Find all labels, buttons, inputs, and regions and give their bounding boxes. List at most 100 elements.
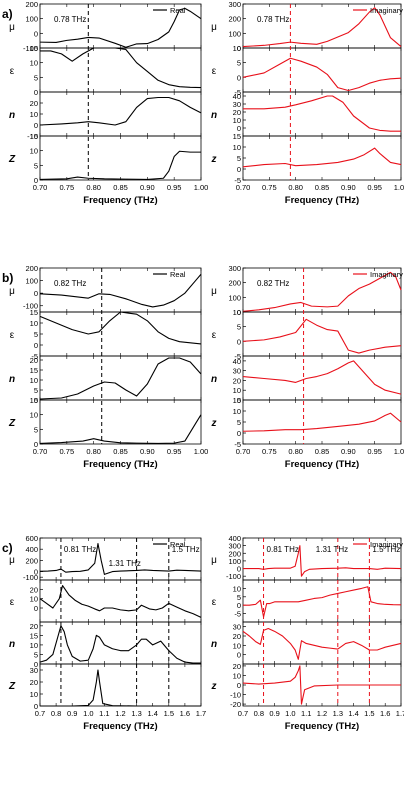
x-tick-label: 0.7: [35, 709, 45, 718]
plot-frame: [39, 135, 202, 181]
y-tick-label: 10: [30, 595, 38, 604]
y-tick-label: 0: [34, 29, 38, 38]
series-line: [39, 7, 202, 48]
y-tick-label: -5: [234, 440, 241, 449]
y-tick-label: 15: [30, 366, 38, 375]
frequency-marker-label: 0.81 THz: [64, 545, 96, 554]
x-tick-label: 1.5: [364, 709, 374, 718]
x-tick-label: 1.6: [180, 709, 190, 718]
y-tick-label: 100: [228, 293, 241, 302]
plot-frame: [39, 311, 202, 357]
plot-frame: [242, 621, 402, 665]
series-line: [39, 625, 201, 664]
y-tick-label: -10: [27, 132, 38, 141]
x-tick-label: 0.70: [236, 447, 251, 456]
x-tick-label: 0.9: [67, 709, 77, 718]
series-line: [242, 360, 402, 395]
legend-entry: Imaginary: [370, 540, 403, 549]
x-tick-label: 1.2: [115, 709, 125, 718]
plot-frame: [242, 579, 402, 623]
y-axis-label: Z: [8, 418, 16, 429]
frequency-marker-label: 0.82 THz: [257, 279, 289, 288]
y-tick-label: 20: [30, 622, 38, 631]
y-tick-label: 20: [30, 585, 38, 594]
frequency-marker-label: 0.78 THz: [54, 15, 86, 24]
x-tick-label: 1.0: [83, 709, 93, 718]
series-line: [242, 318, 402, 354]
y-tick-label: 200: [25, 556, 38, 565]
y-tick-label: 40: [233, 92, 241, 101]
y-tick-label: 10: [233, 584, 241, 593]
y-tick-label: -10: [230, 691, 241, 700]
x-tick-label: 0.95: [367, 447, 382, 456]
x-tick-label: 0.75: [262, 183, 277, 192]
y-tick-label: 10: [233, 671, 241, 680]
y-axis-label: ε: [212, 330, 217, 341]
y-axis-label: μ: [9, 286, 15, 297]
series-line: [39, 543, 202, 575]
x-tick-label: 0.80: [86, 183, 101, 192]
x-tick-label: 0.85: [113, 183, 128, 192]
y-tick-label: 10: [233, 116, 241, 125]
plot-frame: [39, 663, 202, 707]
y-tick-label: 10: [30, 59, 38, 68]
x-tick-label: 1.1: [301, 709, 311, 718]
x-tick-label: 1.6: [380, 709, 390, 718]
y-tick-label: 10: [233, 44, 241, 53]
x-tick-label: 0.95: [167, 447, 182, 456]
frequency-marker-label: 1.31 THz: [109, 559, 141, 568]
series-line: [39, 414, 202, 444]
y-tick-label: 5: [34, 330, 38, 339]
y-tick-label: 20: [30, 99, 38, 108]
x-tick-label: 0.80: [288, 447, 303, 456]
y-axis-label: z: [211, 154, 217, 165]
x-axis-label: Frequency (THz): [83, 459, 157, 470]
y-tick-label: 0: [34, 121, 38, 130]
y-tick-label: 10: [233, 407, 241, 416]
x-tick-label: 0.75: [262, 447, 277, 456]
y-tick-label: 0: [34, 440, 38, 449]
y-tick-label: 5: [237, 323, 241, 332]
x-tick-label: 1.3: [131, 709, 141, 718]
y-tick-label: 15: [30, 308, 38, 317]
y-tick-label: 0: [34, 341, 38, 350]
y-tick-label: 20: [233, 632, 241, 641]
y-tick-label: 300: [228, 542, 241, 551]
y-tick-label: 400: [228, 534, 241, 543]
y-tick-label: 20: [30, 356, 38, 365]
y-tick-label: 300: [228, 0, 241, 9]
y-tick-label: 20: [233, 662, 241, 671]
y-tick-label: 200: [228, 15, 241, 24]
y-tick-label: 0: [34, 289, 38, 298]
x-axis-label: Frequency (THz): [83, 195, 157, 206]
y-tick-label: 5: [237, 593, 241, 602]
y-tick-label: 200: [25, 0, 38, 9]
y-tick-label: 10: [233, 641, 241, 650]
x-tick-label: 1.00: [194, 183, 209, 192]
x-tick-label: 0.90: [140, 183, 155, 192]
y-tick-label: 100: [25, 277, 38, 286]
plot-frame: [242, 47, 402, 93]
x-tick-label: 0.85: [315, 183, 330, 192]
legend: Imaginary: [353, 270, 403, 279]
x-tick-label: 1.1: [99, 709, 109, 718]
x-tick-label: 0.70: [33, 447, 48, 456]
series-line: [39, 273, 202, 308]
y-tick-label: 100: [25, 15, 38, 24]
y-tick-label: 10: [30, 376, 38, 385]
x-tick-label: 0.7: [238, 709, 248, 718]
series-line: [243, 586, 402, 618]
y-tick-label: 0: [237, 44, 241, 53]
frequency-marker-label: 0.78 THz: [257, 15, 289, 24]
series-line: [242, 7, 402, 48]
series-line: [242, 412, 402, 432]
y-tick-label: 100: [228, 557, 241, 566]
x-tick-label: 0.80: [288, 183, 303, 192]
y-tick-label: 15: [30, 396, 38, 405]
plot-frame: [39, 91, 202, 137]
legend-entry: Real: [170, 540, 186, 549]
y-tick-label: 30: [30, 666, 38, 675]
x-tick-label: 0.75: [60, 183, 75, 192]
legend: Imaginary: [353, 540, 403, 549]
x-tick-label: 0.90: [341, 447, 356, 456]
